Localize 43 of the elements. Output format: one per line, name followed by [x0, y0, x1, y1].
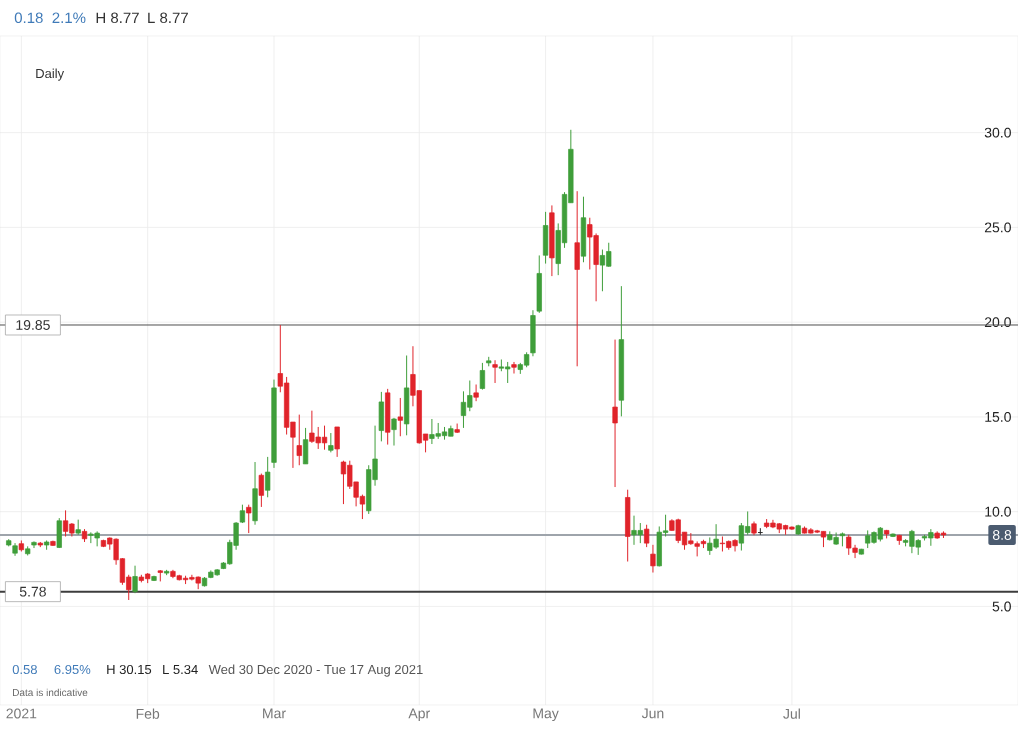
candlestick [473, 384, 479, 402]
candlestick [334, 426, 340, 458]
candlestick [650, 544, 656, 574]
candlestick [265, 456, 271, 498]
x-tick-label: Apr [408, 708, 430, 722]
annotation: 6.95% [54, 664, 91, 675]
candlestick [246, 504, 252, 534]
candlestick [492, 359, 498, 384]
candlestick [479, 362, 486, 391]
candlestick [258, 473, 264, 508]
text: 0.18 [14, 12, 43, 24]
candlestick [132, 565, 138, 594]
ref-line-label: 5.78 [19, 586, 46, 597]
x-tick-label: May [533, 708, 559, 722]
x-tick-label: Jun [641, 708, 664, 719]
y-tick-label: 20.0 [984, 317, 1011, 328]
text: L 8.77 [148, 12, 188, 24]
annotation: L 5.34 [163, 664, 198, 675]
candlestick [644, 524, 650, 548]
x-tick-label: Jul [783, 708, 800, 719]
candlestick [296, 414, 302, 466]
candlestick [391, 417, 397, 447]
x-tick-label: Feb [136, 708, 160, 719]
ref-line-label: 8.8 [992, 530, 1012, 540]
annotation: Wed 30 Dec 2020 - Tue 17 Aug 2021 [208, 664, 423, 677]
x-tick-label: 2021 [6, 708, 37, 719]
candlestick [612, 339, 618, 488]
x-tick-label: Mar [263, 708, 286, 719]
annotation: 0.58 [12, 664, 37, 675]
y-tick-label: 10.0 [985, 506, 1011, 517]
candlestick [511, 361, 517, 375]
text: H 8.77 [96, 12, 139, 24]
ref-line-label: 19.85 [16, 320, 50, 330]
y-tick-label: 25.0 [984, 222, 1011, 233]
text: 2.1% [52, 12, 86, 24]
candlestick [328, 432, 334, 453]
annotation: Data is indicative [13, 688, 88, 697]
annotation: Daily [36, 68, 65, 81]
y-tick-label: 5.0 [992, 601, 1011, 612]
candlestick [397, 397, 403, 437]
y-tick-label: 30.0 [984, 127, 1011, 138]
y-tick-label: 15.0 [985, 411, 1011, 422]
annotation: H 30.15 [107, 664, 152, 675]
